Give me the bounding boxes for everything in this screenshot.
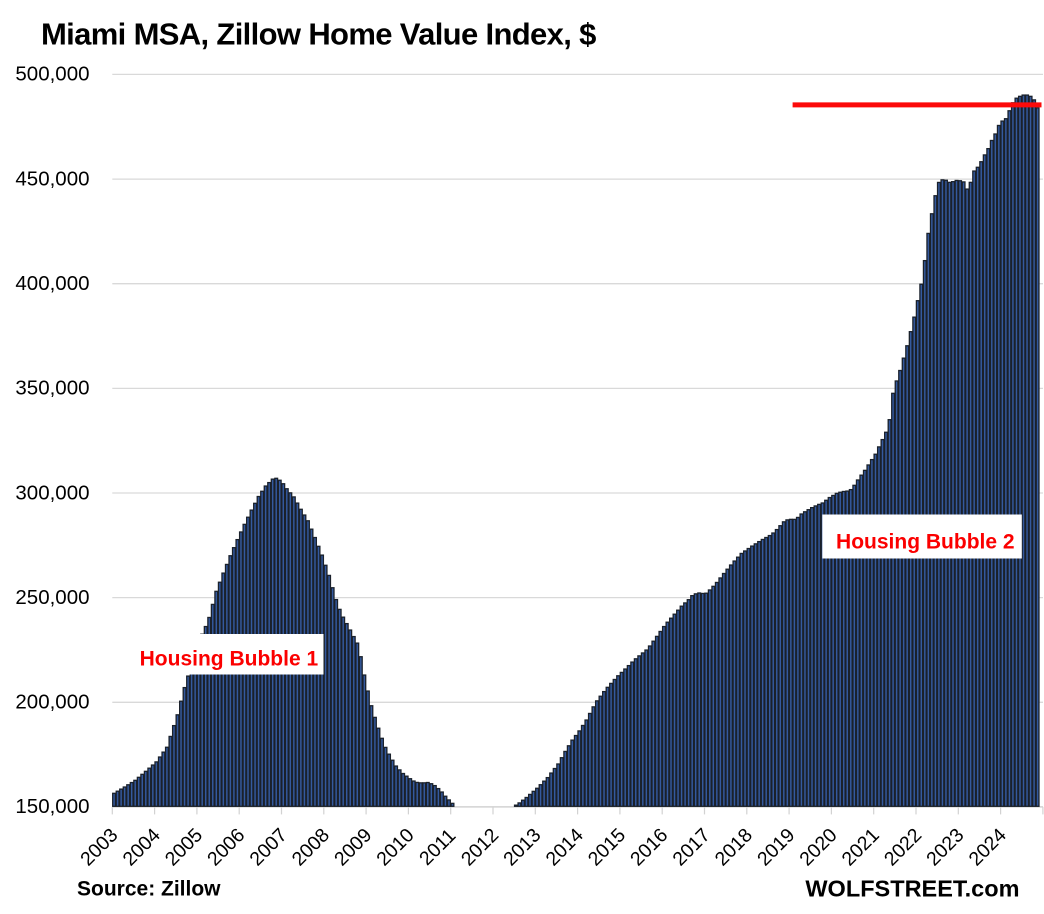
svg-text:Housing Bubble 1: Housing Bubble 1 bbox=[140, 648, 319, 671]
svg-text:Source: Zillow: Source: Zillow bbox=[77, 878, 221, 901]
svg-text:500,000: 500,000 bbox=[15, 63, 89, 86]
svg-text:150,000: 150,000 bbox=[15, 795, 89, 818]
svg-text:200,000: 200,000 bbox=[15, 691, 89, 714]
svg-text:WOLFSTREET.com: WOLFSTREET.com bbox=[805, 876, 1019, 902]
svg-text:350,000: 350,000 bbox=[15, 377, 89, 400]
svg-text:450,000: 450,000 bbox=[15, 167, 89, 190]
svg-text:300,000: 300,000 bbox=[15, 481, 89, 504]
svg-text:250,000: 250,000 bbox=[15, 586, 89, 609]
svg-text:400,000: 400,000 bbox=[15, 272, 89, 295]
svg-text:Housing Bubble 2: Housing Bubble 2 bbox=[836, 531, 1015, 554]
svg-text:Miami MSA, Zillow Home Value I: Miami MSA, Zillow Home Value Index, $ bbox=[41, 17, 596, 52]
